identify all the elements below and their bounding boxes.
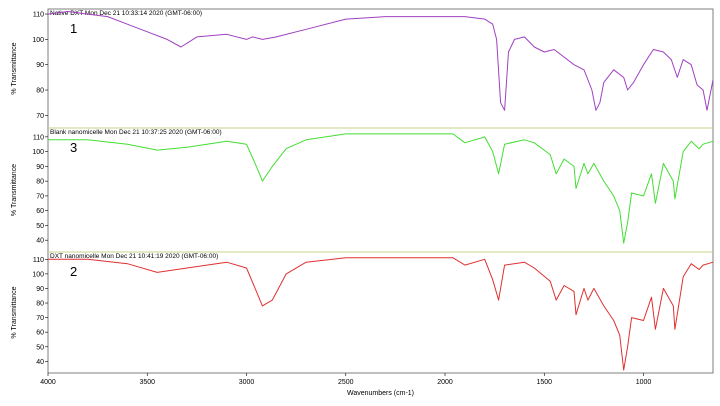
y-tick-label: 40 xyxy=(36,359,44,366)
y-tick-label: 100 xyxy=(32,149,44,156)
y-tick-label: 110 xyxy=(33,257,44,264)
panel-number-label: 2 xyxy=(70,264,77,279)
y-tick-label: 80 xyxy=(36,179,44,186)
y-axis-label: % Transmittance xyxy=(11,42,18,94)
y-tick-label: 100 xyxy=(32,271,44,278)
y-tick-label: 50 xyxy=(36,223,44,230)
panel-number-label: 1 xyxy=(70,21,77,36)
x-tick-label: 1000 xyxy=(636,379,652,386)
panel-title: Native DXT Mon Dec 21 10:33:14 2020 (GMT… xyxy=(50,10,202,17)
y-tick-label: 70 xyxy=(36,315,44,322)
x-tick-label: 3500 xyxy=(139,379,155,386)
y-tick-label: 60 xyxy=(36,330,44,337)
y-tick-label: 40 xyxy=(36,238,44,245)
y-tick-label: 80 xyxy=(36,88,44,95)
y-tick-label: 90 xyxy=(36,62,44,69)
y-tick-label: 110 xyxy=(33,134,44,141)
x-tick-label: 4000 xyxy=(40,379,56,386)
spectrum-panel-2: 40 50 60 70 80 90 100 110 % Transmittance Blank n… xyxy=(11,127,714,253)
x-tick-label: 1500 xyxy=(536,379,552,386)
y-tick-label: 110 xyxy=(33,12,44,19)
panel-title: Blank nanomicelle Mon Dec 21 10:37:25 20… xyxy=(50,129,222,136)
spectrum-panel-3: 40 50 60 70 80 90 100 110 % Transmittance DXT nan… xyxy=(11,251,714,374)
y-axis-label: % Transmittance xyxy=(11,286,18,338)
panel-frame xyxy=(47,8,714,129)
x-tick-label: 2500 xyxy=(338,379,354,386)
x-tick-label: 2000 xyxy=(437,379,453,386)
panel-title: DXT nanomicelle Mon Dec 21 10:41:19 2020… xyxy=(50,253,218,260)
y-axis-label: % Transmittance xyxy=(11,164,18,216)
y-tick-label: 90 xyxy=(36,164,44,171)
y-tick-label: 80 xyxy=(36,301,44,308)
y-tick-label: 70 xyxy=(36,193,44,200)
spectrum-line-2 xyxy=(48,133,714,244)
y-tick-label: 90 xyxy=(36,286,44,293)
x-axis-label: Wavenumbers (cm-1) xyxy=(347,390,414,397)
x-tick-label: 3000 xyxy=(239,379,255,386)
spectrum-panel-1: 70 80 90 100 110 % Transmittance Native DXT Mo… xyxy=(11,8,714,129)
y-tick-label: 100 xyxy=(32,37,44,44)
spectrum-line-1 xyxy=(47,11,714,111)
panel-number-label: 3 xyxy=(70,140,77,155)
spectrum-line-3 xyxy=(48,257,714,371)
y-tick-label: 50 xyxy=(36,344,44,351)
y-tick-label: 70 xyxy=(36,113,44,120)
panel-frame xyxy=(47,127,714,253)
y-tick-label: 60 xyxy=(36,208,44,215)
